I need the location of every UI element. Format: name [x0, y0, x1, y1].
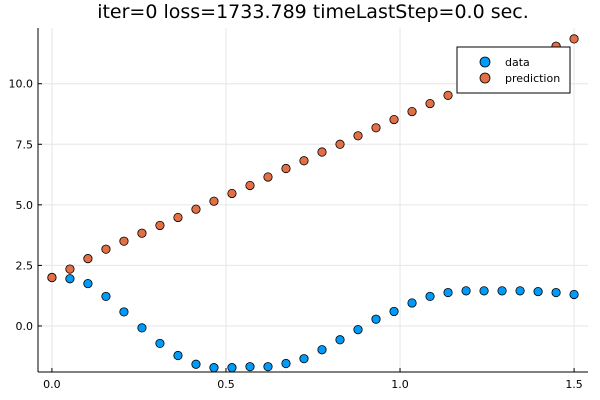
data-point-data [245, 362, 255, 372]
data-point-prediction [371, 123, 381, 133]
data-point-prediction [443, 90, 453, 100]
data-point-prediction [263, 172, 273, 182]
data-point-prediction [227, 188, 237, 199]
legend-marker-prediction [479, 72, 491, 84]
data-point-data [299, 354, 309, 364]
data-point-data [209, 363, 219, 373]
data-point-data [65, 274, 75, 284]
y-tick-label: 7.5 [16, 138, 34, 151]
data-point-prediction [569, 34, 579, 44]
data-point-prediction [137, 228, 147, 238]
legend: data prediction [456, 46, 571, 94]
chart-title: iter=0 loss=1733.789 timeLastStep=0.0 se… [97, 1, 529, 23]
legend-label-prediction: prediction [505, 72, 560, 85]
data-point-prediction [119, 236, 129, 246]
data-point-data [101, 291, 111, 302]
data-point-prediction [173, 212, 183, 223]
data-point-data [83, 278, 93, 289]
data-point-data [479, 286, 489, 296]
data-point-prediction [299, 156, 309, 166]
data-point-prediction [83, 254, 93, 264]
data-point-data [407, 298, 417, 308]
y-tick-label: 2.5 [16, 259, 34, 272]
data-point-data [137, 323, 147, 333]
data-point-data [191, 359, 201, 369]
x-tick-label: 1.5 [565, 378, 583, 391]
data-point-data [353, 325, 363, 335]
data-point-data [389, 306, 399, 317]
data-point-data [515, 286, 525, 296]
legend-box [456, 46, 571, 94]
data-point-prediction [65, 264, 75, 274]
data-point-prediction [335, 139, 345, 149]
data-point-data [443, 287, 453, 298]
data-point-prediction [47, 272, 57, 283]
data-point-data [173, 350, 183, 361]
data-point-prediction [353, 131, 363, 141]
data-points [47, 34, 579, 373]
data-point-data [371, 314, 381, 324]
data-point-prediction [245, 180, 255, 191]
data-point-data [551, 287, 561, 298]
data-point-data [317, 345, 327, 355]
data-point-data [497, 286, 507, 296]
legend-marker-data [479, 56, 491, 68]
data-point-prediction [191, 204, 201, 214]
data-point-prediction [317, 147, 327, 157]
data-point-prediction [209, 196, 219, 206]
data-point-data [227, 363, 237, 373]
data-point-data [155, 338, 165, 349]
data-point-data [533, 286, 543, 297]
y-tick-label: 5.0 [16, 199, 34, 212]
data-point-data [335, 335, 345, 345]
data-point-prediction [155, 220, 165, 231]
legend-label-data: data [505, 56, 530, 69]
x-tick-label: 0.5 [217, 378, 235, 391]
tick-labels: 0.0 0.5 1.0 1.5 0.0 2.5 5.0 7.5 10.0 [9, 78, 583, 391]
y-tick-label: 10.0 [9, 78, 34, 91]
data-point-data [119, 307, 129, 317]
data-point-prediction [425, 98, 435, 109]
data-point-data [425, 291, 435, 302]
data-point-data [263, 362, 273, 372]
data-point-data [461, 286, 471, 296]
data-point-data [569, 289, 579, 300]
x-tick-label: 0.0 [43, 378, 61, 391]
y-tick-label: 0.0 [16, 320, 34, 333]
data-point-prediction [389, 114, 399, 125]
axes [37, 28, 588, 373]
data-point-prediction [407, 106, 417, 117]
data-point-data [281, 358, 291, 369]
x-tick-label: 1.0 [391, 378, 409, 391]
data-point-prediction [101, 244, 111, 254]
data-point-prediction [281, 163, 291, 174]
